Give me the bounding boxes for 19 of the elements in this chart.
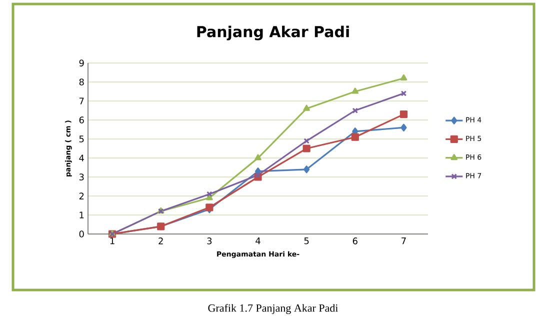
x-tick-label: 7 <box>402 238 406 244</box>
y-tick-label: 7 <box>79 98 84 104</box>
x-tick-label: 4 <box>256 238 260 244</box>
y-tick-label: 8 <box>79 78 84 86</box>
text: Grafik 1.7 Panjang Akar Padi <box>208 304 338 314</box>
y-tick-label: 1 <box>80 212 84 218</box>
x-tick-label: 2 <box>158 238 163 244</box>
x-tick-label: 6 <box>352 238 358 244</box>
x-tick-label: 5 <box>304 238 309 244</box>
x-tick-label: 3 <box>207 238 212 244</box>
y-tick-label: 0 <box>79 230 84 238</box>
y-tick-label: 6 <box>79 116 84 124</box>
y-tick-label: 5 <box>79 136 84 142</box>
x-tick-label: 1 <box>110 238 114 244</box>
y-tick-label: 3 <box>79 174 84 180</box>
y-tick-label: 9 <box>79 60 84 66</box>
y-tick-label: 2 <box>79 192 84 200</box>
y-tick-label: 4 <box>79 154 84 162</box>
chart-title: Panjang Akar Padi <box>197 26 349 40</box>
